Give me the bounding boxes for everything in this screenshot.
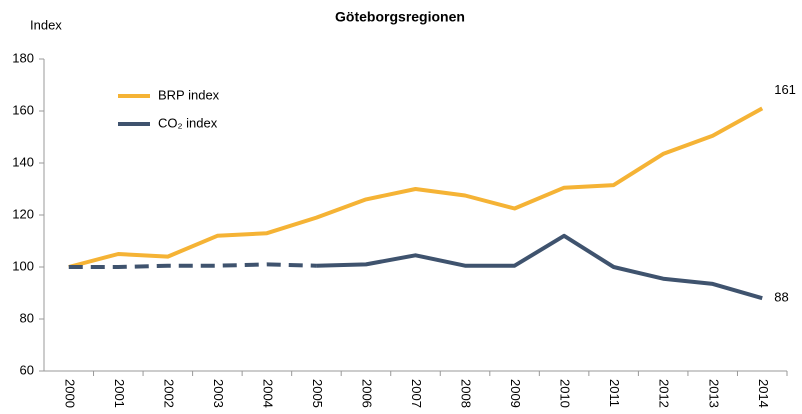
y-tick-label: 60 <box>20 362 34 377</box>
line <box>316 233 763 301</box>
y-tick-label: 140 <box>12 154 34 169</box>
y-tick-label: 100 <box>12 258 34 273</box>
x-tick-label: 2013 <box>706 379 721 408</box>
x-tick-label: 2009 <box>508 379 523 408</box>
x-tick-label: 2002 <box>161 379 176 408</box>
y-axis-label: Index <box>30 17 62 32</box>
line <box>68 106 764 269</box>
end-label: 161 <box>774 82 796 97</box>
y-tick-label: 120 <box>12 206 34 221</box>
x-tick-label: 2010 <box>558 379 573 408</box>
line-dashed <box>68 262 317 269</box>
y-tick-label: 80 <box>20 310 34 325</box>
x-tick-label: 2012 <box>657 379 672 408</box>
x-tick-label: 2000 <box>62 379 77 408</box>
x-tick-label: 2004 <box>260 379 275 408</box>
x-tick-label: 2005 <box>310 379 325 408</box>
chart-title: Göteborgsregionen <box>335 9 465 25</box>
x-tick-label: 2001 <box>112 379 127 408</box>
legend-label: CO₂ index <box>158 115 218 130</box>
x-tick-label: 2014 <box>756 379 771 408</box>
y-tick-label: 160 <box>12 102 34 117</box>
x-tick-label: 2003 <box>211 379 226 408</box>
x-tick-label: 2008 <box>459 379 474 408</box>
legend-label: BRP index <box>158 87 220 102</box>
x-tick-label: 2007 <box>409 379 424 408</box>
x-tick-label: 2011 <box>607 379 622 407</box>
y-tick-label: 180 <box>12 50 34 65</box>
x-tick-label: 2006 <box>360 379 375 408</box>
end-label: 88 <box>774 290 788 305</box>
